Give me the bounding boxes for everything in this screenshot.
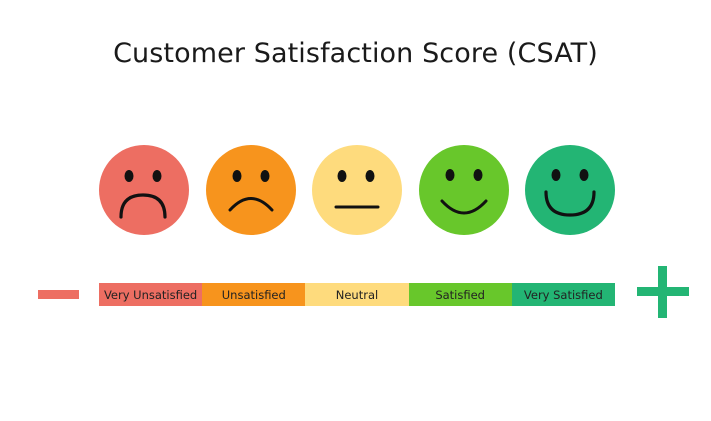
very-satisfied-face-icon	[525, 145, 615, 235]
scale-segment-very-satisfied: Very Satisfied	[511, 283, 615, 306]
neutral-face-icon	[312, 145, 402, 235]
very-unsatisfied-face-icon	[99, 145, 189, 235]
scale-segment-neutral: Neutral	[305, 283, 409, 306]
unsatisfied-face-icon	[206, 145, 296, 235]
minus-icon	[38, 290, 79, 299]
satisfaction-scale-bar: Very Unsatisfied Unsatisfied Neutral Sat…	[99, 283, 615, 306]
scale-segment-very-unsatisfied: Very Unsatisfied	[99, 283, 203, 306]
scale-segment-satisfied: Satisfied	[408, 283, 512, 306]
plus-icon	[637, 266, 689, 318]
scale-segment-unsatisfied: Unsatisfied	[202, 283, 306, 306]
page-title: Customer Satisfaction Score (CSAT)	[113, 38, 598, 69]
satisfied-face-icon	[419, 145, 509, 235]
